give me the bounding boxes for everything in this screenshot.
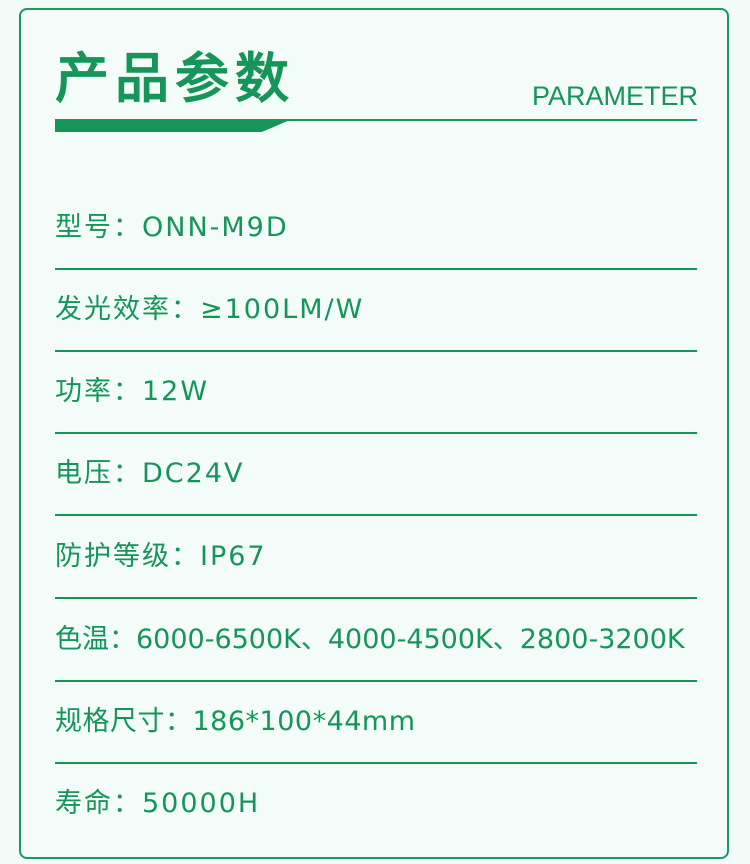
param-row-dimensions: 规格尺寸：186*100*44mm bbox=[55, 682, 697, 764]
param-row-color-temp: 色温：6000-6500K、4000-4500K、2800-3200K bbox=[55, 600, 697, 682]
param-text: 色温：6000-6500K、4000-4500K、2800-3200K bbox=[55, 624, 685, 655]
param-text: 发光效率：≥100LM/W bbox=[55, 294, 365, 325]
title-divider bbox=[55, 119, 697, 121]
title-accent-bar bbox=[55, 120, 290, 132]
param-text: 防护等级：IP67 bbox=[55, 541, 267, 572]
param-row-model: 型号：ONN-M9D bbox=[55, 188, 697, 270]
param-row-voltage: 电压：DC24V bbox=[55, 434, 697, 516]
param-row-efficacy: 发光效率：≥100LM/W bbox=[55, 270, 697, 352]
param-text: 电压：DC24V bbox=[55, 458, 245, 489]
param-text: 型号：ONN-M9D bbox=[55, 212, 289, 243]
page-subtitle: PARAMETER bbox=[531, 81, 698, 111]
page-title: 产品参数 bbox=[55, 47, 295, 110]
param-row-power: 功率：12W bbox=[55, 352, 697, 434]
param-row-ip-rating: 防护等级：IP67 bbox=[55, 517, 697, 599]
param-text: 寿命：50000H bbox=[55, 788, 261, 819]
param-text: 规格尺寸：186*100*44mm bbox=[55, 706, 416, 737]
param-row-lifespan: 寿命：50000H bbox=[55, 764, 697, 846]
param-text: 功率：12W bbox=[55, 376, 210, 407]
